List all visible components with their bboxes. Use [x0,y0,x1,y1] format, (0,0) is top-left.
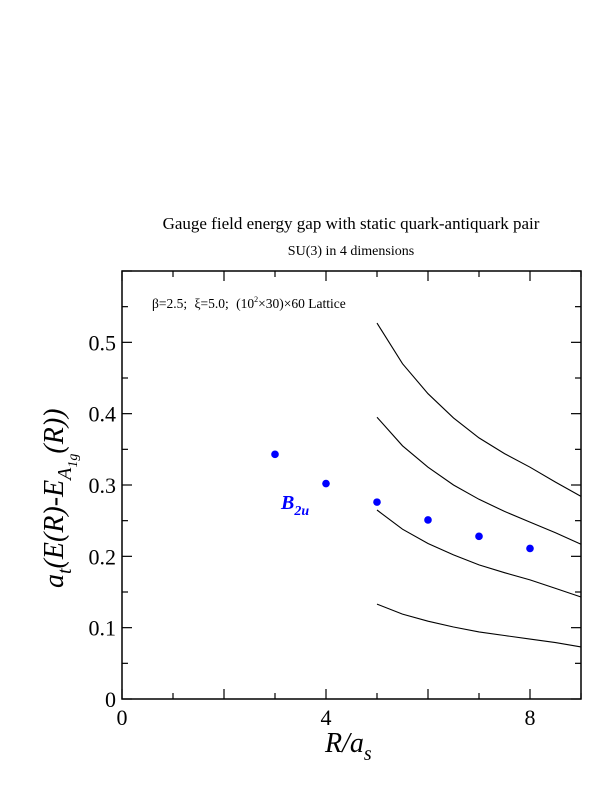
theory-curve [376,603,582,648]
y-tick-label: 0.1 [89,616,117,641]
x-tick-label: 8 [525,705,536,730]
x-axis-label: R/as [324,728,372,765]
axis-ticks [121,270,582,700]
y-tick-label: 0.2 [89,544,117,569]
svg-text:at(E(R)-EA1g(R)): at(E(R)-EA1g(R)) [39,409,81,588]
x-tick-label: 0 [117,705,128,730]
tick-labels: 0 4 8 0 0.1 0.2 0.3 0.4 0.5 [89,330,536,730]
annotation-xi: ξ=5.0; [194,296,228,311]
chart-subtitle: SU(3) in 4 dimensions [288,244,414,259]
x-tick-label: 4 [321,705,332,730]
data-point [475,532,483,541]
data-point [271,450,279,459]
series-label: B2u [280,492,309,519]
theory-curve [376,322,582,497]
data-point [373,498,381,506]
lattice-annotation: β=2.5; ξ=5.0; (102×30)×60 Lattice [152,295,346,311]
data-point [526,544,534,553]
y-axis-label-end: (R)) [39,409,70,454]
y-axis-label-t: t [54,568,76,574]
theory-curve [376,509,582,598]
y-tick-label: 0 [105,687,116,712]
annotation-lattice-open: (10 [236,296,254,311]
series-label-sub: 2u [293,504,309,519]
annotation-lattice-exp: 2 [254,295,258,304]
y-axis-label-lower: 1g [66,454,81,468]
x-axis-label-sub: s [364,743,372,765]
theory-curves [376,322,582,648]
series-label-main: B [280,492,294,514]
y-axis-label: at(E(R)-EA1g(R)) [39,409,81,588]
annotation-beta: β=2.5; [152,296,187,311]
y-tick-label: 0.3 [89,473,117,498]
x-axis-label-main: R/a [324,728,364,759]
data-point [424,516,432,524]
y-tick-label: 0.5 [89,330,117,355]
y-axis-label-A: A [54,467,76,482]
theory-curve [376,416,582,545]
y-axis-label-mid: (E(R)-E [39,480,70,569]
plot-frame [121,270,582,700]
y-axis-label-a: a [39,574,70,588]
annotation-lattice-close: ×30)×60 Lattice [258,296,346,311]
data-point [322,479,330,488]
y-tick-label: 0.4 [89,402,117,427]
chart-title: Gauge field energy gap with static quark… [163,214,540,233]
data-points [271,450,534,553]
